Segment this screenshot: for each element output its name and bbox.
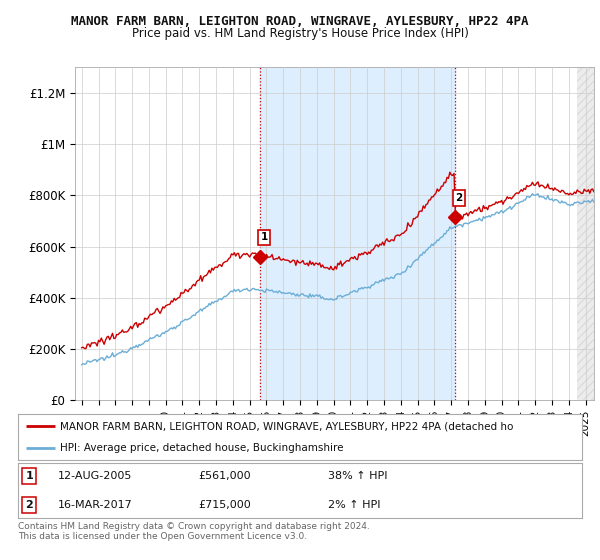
Text: 16-MAR-2017: 16-MAR-2017: [58, 500, 132, 510]
Text: £561,000: £561,000: [199, 472, 251, 481]
Text: Contains HM Land Registry data © Crown copyright and database right 2024.
This d: Contains HM Land Registry data © Crown c…: [18, 522, 370, 542]
Text: 2: 2: [25, 500, 33, 510]
Text: £715,000: £715,000: [199, 500, 251, 510]
Text: 38% ↑ HPI: 38% ↑ HPI: [328, 472, 388, 481]
Text: 1: 1: [260, 232, 268, 242]
Text: Price paid vs. HM Land Registry's House Price Index (HPI): Price paid vs. HM Land Registry's House …: [131, 27, 469, 40]
Text: HPI: Average price, detached house, Buckinghamshire: HPI: Average price, detached house, Buck…: [60, 443, 344, 453]
Text: 1: 1: [25, 472, 33, 481]
Bar: [577, 67, 600, 400]
Text: 2% ↑ HPI: 2% ↑ HPI: [328, 500, 381, 510]
Text: 2: 2: [455, 193, 463, 203]
Text: 12-AUG-2005: 12-AUG-2005: [58, 472, 132, 481]
Bar: [260, 67, 455, 400]
Text: MANOR FARM BARN, LEIGHTON ROAD, WINGRAVE, AYLESBURY, HP22 4PA (detached ho: MANOR FARM BARN, LEIGHTON ROAD, WINGRAVE…: [60, 421, 514, 431]
Text: MANOR FARM BARN, LEIGHTON ROAD, WINGRAVE, AYLESBURY, HP22 4PA: MANOR FARM BARN, LEIGHTON ROAD, WINGRAVE…: [71, 15, 529, 27]
